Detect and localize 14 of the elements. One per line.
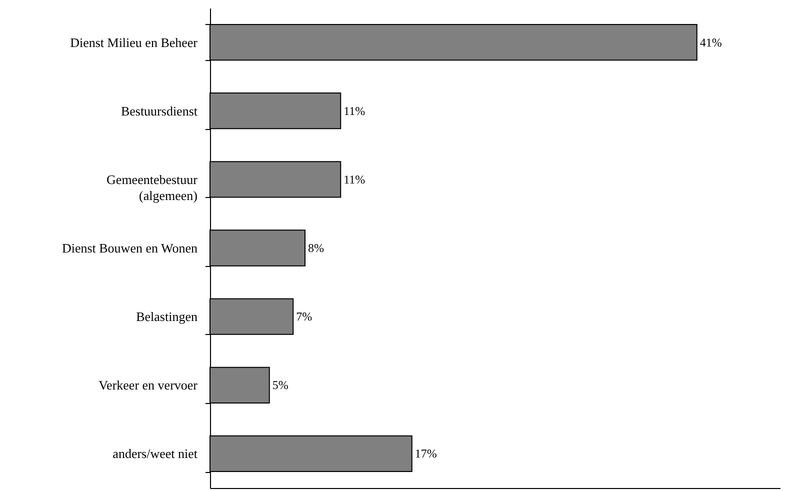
y-tick-label: Gemeentebestuur (algemeen) (106, 172, 198, 203)
data-label: 7% (296, 310, 312, 324)
data-label: 5% (272, 378, 288, 392)
y-tick-label: Belastingen (136, 309, 198, 324)
y-tick-label: Verkeer en vervoer (98, 378, 198, 393)
y-tick-label: anders/weet niet (112, 446, 198, 462)
data-label: 41% (700, 35, 722, 50)
y-tick-label: Dienst Bouwen en Wonen (62, 240, 198, 256)
y-tick-label: Bestuursdienst (120, 103, 198, 118)
data-label: 11% (344, 104, 366, 118)
data-label: 17% (414, 446, 437, 461)
data-label: 8% (308, 241, 324, 255)
data-label: 11% (344, 172, 366, 186)
y-tick-label: Dienst Milieu en Beheer (70, 34, 198, 50)
